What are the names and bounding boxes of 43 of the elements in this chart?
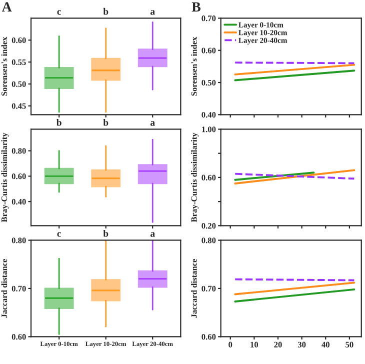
text: a xyxy=(150,232,155,237)
y-tick-label: 0.40 xyxy=(12,198,26,205)
y-tick-label: 0.50 xyxy=(12,81,26,87)
text: a xyxy=(150,121,155,126)
y-tick-label: 0.60 xyxy=(12,37,26,44)
y-axis-title: Sorensen's index xyxy=(1,36,8,96)
y-tick-label: 0.70 xyxy=(202,286,216,292)
y-tick-label: 0.80 xyxy=(202,238,216,244)
text: a xyxy=(150,10,155,15)
y-axis-title: Bray-Curtis dissimilarity xyxy=(1,132,9,222)
y-axis-title: Jaccard distance xyxy=(1,258,8,318)
y-tick-label: 0.70 xyxy=(12,286,26,292)
y-axis-title: Jaccard distance xyxy=(191,258,197,318)
y-tick-label: 0.60 xyxy=(202,174,216,180)
y-tick-label: 0.60 xyxy=(202,334,216,340)
y-tick-label: 0.60 xyxy=(12,334,26,340)
text: b xyxy=(56,118,62,126)
chart-title: A xyxy=(2,2,12,12)
y-tick-label: 0.80 xyxy=(12,238,26,244)
y-tick-label: 0.45 xyxy=(12,103,26,109)
text: b xyxy=(103,118,108,126)
y-tick-label: 0.55 xyxy=(12,59,26,66)
y-tick-label: 0.40 xyxy=(202,112,216,118)
x-tick-label: 0 xyxy=(228,342,232,348)
x-tick-label: 30 xyxy=(298,342,306,348)
y-axis-title: Bray-Curtis dissimilarity xyxy=(191,132,199,222)
y-axis-title: Sorensen's index xyxy=(191,36,197,96)
text: b xyxy=(103,230,108,237)
y-tick-label: 0.50 xyxy=(202,80,216,86)
x-tick-label: 20 xyxy=(274,342,282,348)
text: c xyxy=(57,232,61,237)
chart-title: B xyxy=(192,2,201,12)
y-tick-label: 0.60 xyxy=(12,174,26,180)
text: b xyxy=(103,8,108,15)
x-tick-label: 40 xyxy=(322,342,330,348)
y-tick-label: 0.70 xyxy=(202,16,216,22)
y-tick-label: 0.20 xyxy=(202,223,216,229)
y-tick-label: 0.60 xyxy=(202,48,216,54)
x-tick-label: 10 xyxy=(250,342,258,348)
y-tick-label: 0.80 xyxy=(12,148,26,154)
y-tick-label: 1.00 xyxy=(202,126,216,132)
text: c xyxy=(57,10,61,15)
x-tick-label: 50 xyxy=(346,342,354,348)
